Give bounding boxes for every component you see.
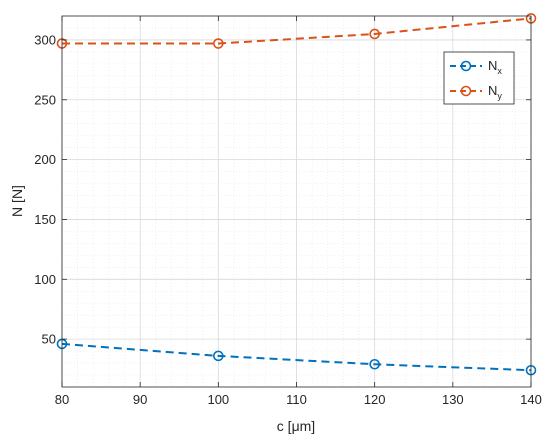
legend-box bbox=[443, 51, 515, 105]
y-tick-labels: 50 100 150 200 250 300 bbox=[34, 32, 56, 346]
x-tick-labels: 80 90 100 110 120 130 140 bbox=[55, 392, 542, 407]
legend-marker bbox=[460, 60, 472, 72]
y-tick-label: 150 bbox=[34, 212, 56, 227]
legend-label: Ny bbox=[488, 83, 502, 101]
x-tick-label: 80 bbox=[55, 392, 69, 407]
data-point bbox=[369, 28, 380, 40]
x-tick-label: 110 bbox=[286, 392, 307, 407]
y-tick-label: 250 bbox=[34, 92, 56, 107]
axis-ticks bbox=[61, 16, 532, 387]
data-point bbox=[369, 358, 380, 370]
series-line bbox=[61, 342, 532, 372]
y-tick-label: 200 bbox=[34, 152, 56, 167]
legend-item: Ny bbox=[450, 83, 502, 101]
x-axis-label: c [μm] bbox=[277, 418, 315, 434]
data-point bbox=[213, 38, 224, 49]
y-axis-label: N [N] bbox=[9, 185, 25, 217]
y-tick-label: 300 bbox=[34, 32, 56, 47]
x-tick-label: 120 bbox=[364, 392, 386, 407]
series-line bbox=[62, 17, 532, 45]
x-tick-label: 140 bbox=[520, 392, 542, 407]
legend-label: Nx bbox=[488, 58, 502, 76]
legend: Nx Ny bbox=[443, 51, 515, 105]
y-tick-label: 100 bbox=[34, 272, 56, 287]
x-tick-label: 130 bbox=[442, 392, 464, 407]
x-tick-label: 100 bbox=[207, 392, 229, 407]
legend-item: Nx bbox=[450, 58, 502, 76]
data-point bbox=[213, 350, 224, 362]
legend-marker bbox=[460, 85, 472, 97]
y-tick-label: 50 bbox=[42, 332, 56, 347]
x-tick-label: 90 bbox=[133, 392, 147, 407]
